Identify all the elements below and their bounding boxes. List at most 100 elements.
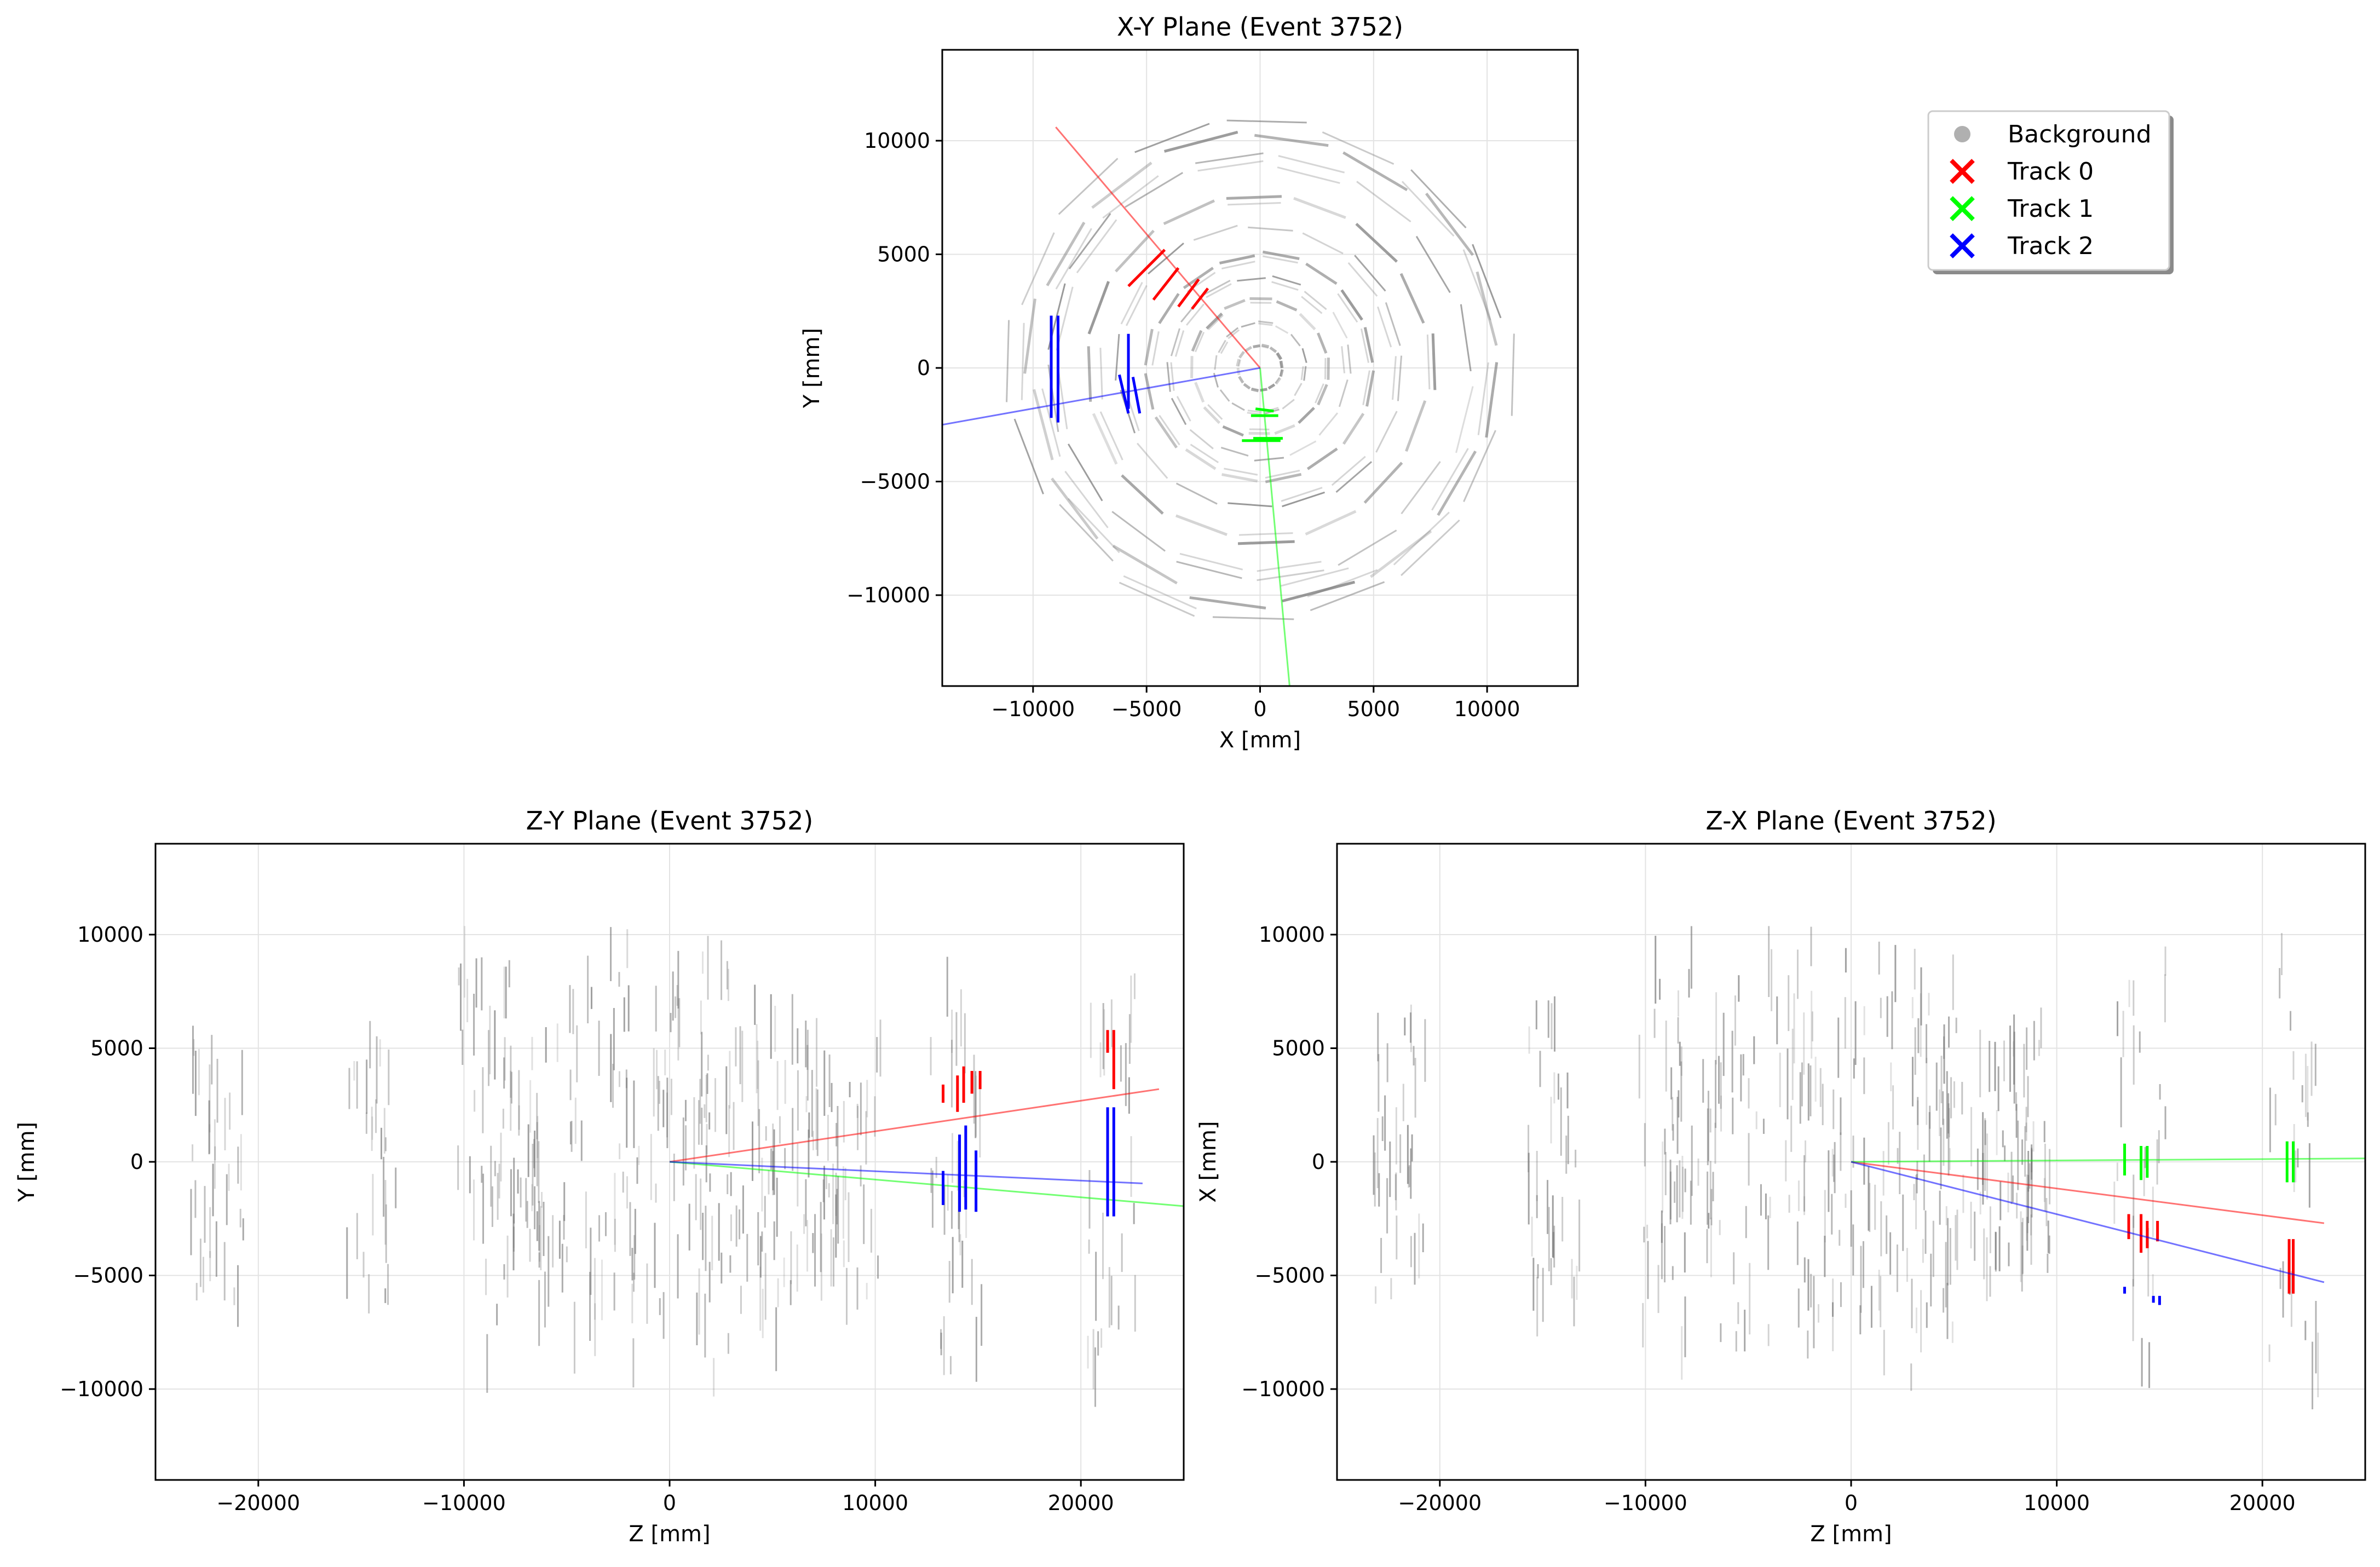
background-hit [1401, 519, 1460, 577]
background-hit [1401, 181, 1455, 237]
y-tick-label: 5000 [877, 243, 930, 267]
legend-label: Background [2008, 120, 2152, 148]
background-hit [1244, 345, 1253, 353]
x-tick-label: 20000 [1048, 1491, 1114, 1515]
legend-label: Track 2 [2007, 232, 2094, 260]
background-hit [1317, 384, 1328, 406]
background-hit [1455, 386, 1474, 453]
chart-title: Z-X Plane (Event 3752) [1705, 806, 1996, 836]
legend-marker-x [1950, 196, 1975, 221]
background-hit [1119, 581, 1195, 617]
background-hit [1219, 254, 1255, 265]
x-tick-label: −10000 [1604, 1491, 1687, 1515]
background-hit [1179, 552, 1243, 571]
background-hit [1257, 561, 1322, 572]
track-1-line [1259, 367, 1290, 686]
background-hit [1271, 281, 1299, 291]
background-hit [1055, 228, 1092, 290]
background-hit [1237, 277, 1266, 282]
y-tick-label: 5000 [1272, 1036, 1325, 1061]
xy-plane-panel: −10000 −5000 0 5000 10000 −10000 −5000 0 5000 100… [799, 12, 1579, 753]
background-hit [1463, 430, 1496, 502]
legend: Background Track 0 Track 1 Track 2 [1927, 110, 2174, 274]
background-hit [1290, 333, 1301, 347]
background-hit [1194, 382, 1205, 403]
background-hit [1370, 529, 1432, 578]
background-hit [1301, 348, 1307, 364]
background-hit [1401, 461, 1441, 515]
x-axis-label: Z [mm] [1810, 1522, 1892, 1547]
background-hit [1006, 320, 1010, 402]
background-hit [1194, 332, 1205, 353]
background-hits [1373, 926, 2319, 1410]
background-hit [1203, 279, 1231, 296]
background-hit [1306, 447, 1338, 470]
background-hit [1261, 343, 1270, 348]
y-axis-label: Y [mm] [14, 1122, 39, 1202]
background-hit [1272, 275, 1301, 286]
legend-marker-background [1954, 126, 1970, 142]
background-hit [1207, 404, 1223, 420]
background-hit [1385, 302, 1401, 346]
background-hit [1207, 314, 1224, 331]
background-hit [1338, 529, 1397, 566]
background-hit [1303, 366, 1307, 381]
background-hit [1282, 491, 1325, 508]
background-hit [1115, 229, 1155, 273]
background-hit [1262, 255, 1298, 264]
background-hit [1148, 243, 1184, 275]
background-hit [1431, 448, 1469, 511]
background-hit [1067, 443, 1103, 502]
background-hit [1279, 369, 1284, 377]
x-tick-label: 20000 [2229, 1491, 2296, 1515]
x-tick-label: 0 [663, 1491, 676, 1515]
background-hit [1405, 400, 1427, 452]
legend-marker-x [1950, 159, 1975, 184]
track-2-hit [1131, 377, 1142, 414]
background-hit [1171, 397, 1187, 425]
track-1 [669, 1161, 1184, 1207]
y-tick-label: −5000 [73, 1264, 143, 1288]
background-hit [1151, 331, 1160, 366]
background-hit [1220, 341, 1229, 354]
background-hit [1238, 359, 1241, 367]
background-hit [1203, 406, 1221, 424]
background-hit [1218, 339, 1226, 353]
background-hit [1023, 298, 1036, 374]
background-hit [1087, 346, 1092, 402]
x-tick-label: 5000 [1347, 697, 1400, 721]
background-hit [1099, 348, 1103, 400]
background-hit [1431, 333, 1437, 390]
legend-label: Track 1 [2007, 195, 2094, 223]
background-hit [1238, 376, 1244, 384]
background-hit [1392, 356, 1397, 400]
background-hit [1175, 482, 1218, 505]
background-hit [1280, 567, 1349, 587]
y-axis-label: X [mm] [1196, 1121, 1221, 1202]
legend-marker-stroke [1950, 159, 1975, 184]
x-tick-label: −20000 [216, 1491, 300, 1515]
background-hit [1159, 414, 1180, 446]
zx-plane-panel: −20000 −10000 0 10000 20000 −10000 −5000 0 5000 1… [1196, 806, 2366, 1547]
background-hit [1262, 250, 1300, 260]
background-hit [1087, 281, 1110, 335]
background-hit [1126, 285, 1148, 326]
y-tick-label: 5000 [90, 1036, 143, 1061]
x-tick-label: 10000 [842, 1491, 908, 1515]
background-hit [1021, 322, 1025, 400]
background-hit [1261, 345, 1269, 349]
background-hit [1342, 151, 1408, 192]
background-hit [1239, 532, 1293, 536]
background-hit [1269, 346, 1277, 353]
track-2-line [1851, 1161, 2325, 1283]
y-axis-label: Y [mm] [799, 328, 825, 408]
background-hit [1437, 450, 1477, 516]
background-hit [1247, 412, 1263, 416]
background-hit [1121, 474, 1164, 515]
background-hit [1301, 296, 1323, 314]
background-hit [1298, 407, 1315, 424]
background-hit [1134, 123, 1210, 153]
background-hit [1315, 383, 1324, 404]
track-1-hit [1255, 407, 1274, 413]
